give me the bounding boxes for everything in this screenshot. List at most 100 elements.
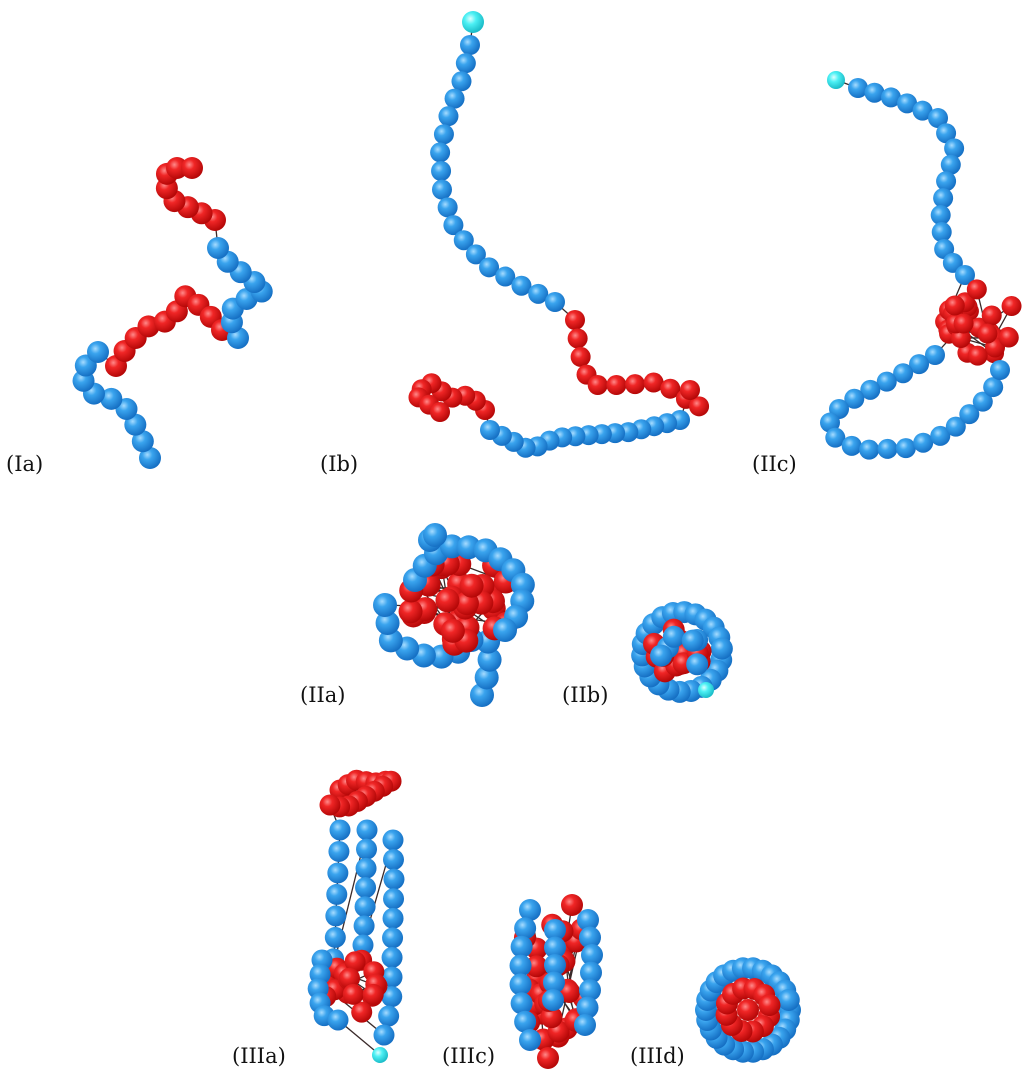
polar-bead	[940, 154, 961, 175]
polar-bead	[510, 992, 533, 1015]
polar-bead	[509, 973, 532, 996]
polar-bead	[514, 1010, 537, 1033]
polar-bead	[544, 936, 566, 959]
polar-bead	[383, 888, 405, 910]
terminal-bead	[698, 682, 714, 698]
polar-bead	[848, 78, 868, 98]
polar-bead	[375, 610, 400, 635]
hydrophobic-bead	[660, 378, 681, 399]
polar-bead	[474, 665, 499, 690]
polar-bead	[510, 935, 533, 958]
polar-bead	[382, 907, 404, 929]
panel-iiia-chain	[307, 769, 405, 1063]
polar-bead	[944, 138, 965, 159]
hydrophobic-bead	[339, 967, 361, 989]
polar-bead	[433, 124, 454, 145]
polar-bead	[139, 447, 161, 469]
hydrophobic-bead	[435, 588, 460, 613]
polar-bead	[576, 996, 599, 1019]
polar-bead	[480, 420, 500, 440]
polar-bead	[327, 1009, 349, 1031]
polar-bead	[325, 905, 347, 927]
hydrophobic-bead	[525, 955, 548, 978]
polar-bead	[465, 244, 486, 265]
polar-bead	[509, 954, 532, 977]
polar-bead	[544, 919, 566, 941]
panel-label-ib: (Ib)	[320, 452, 359, 476]
polar-bead	[820, 412, 840, 433]
polar-bead	[431, 179, 452, 200]
polar-bead	[207, 237, 229, 259]
polar-bead	[942, 252, 963, 273]
polar-bead	[326, 883, 348, 905]
terminal-bead	[462, 11, 484, 33]
hydrophobic-bead	[953, 313, 974, 334]
polar-bead	[87, 341, 109, 363]
polar-bead	[912, 100, 933, 121]
polar-bead	[328, 840, 350, 862]
panel-label-iiid: (IIId)	[630, 1044, 685, 1068]
polar-bead	[329, 819, 351, 841]
terminal-bead	[827, 71, 845, 89]
hydrophobic-bead	[565, 310, 585, 330]
polar-bead	[327, 862, 349, 884]
polar-bead	[356, 838, 378, 860]
panel-iia-chain	[373, 523, 535, 707]
polar-bead	[542, 971, 565, 994]
polar-bead	[859, 439, 880, 460]
polar-bead	[514, 917, 537, 940]
hydrophobic-bead	[362, 983, 384, 1005]
polar-bead	[451, 71, 472, 92]
polar-bead	[383, 868, 405, 890]
polar-bead	[382, 849, 404, 871]
hydrophobic-bead	[1001, 296, 1022, 317]
hydrophobic-bead	[319, 794, 341, 816]
hydrophobic-bead	[430, 402, 450, 422]
polar-bead	[931, 222, 952, 243]
polar-bead	[352, 934, 374, 956]
hydrophobic-bead	[606, 375, 627, 395]
terminal-bead	[372, 1047, 388, 1063]
panel-ia-chain	[72, 157, 273, 469]
polar-bead	[990, 360, 1010, 380]
hydrophobic-bead	[537, 1047, 559, 1069]
polar-bead	[681, 629, 704, 652]
hydrophobic-bead	[944, 295, 965, 316]
panel-label-iiia: (IIIa)	[232, 1044, 286, 1068]
polar-bead	[460, 35, 480, 55]
hydrophobic-bead	[570, 346, 591, 367]
polar-bead	[925, 345, 945, 365]
polar-bead	[945, 416, 966, 437]
hydrophobic-bead	[398, 599, 423, 624]
polar-bead	[438, 106, 459, 127]
polar-bead	[430, 142, 451, 163]
polar-bead	[100, 387, 123, 410]
polar-bead	[578, 979, 601, 1002]
polar-bead	[493, 618, 517, 642]
polar-bead	[577, 909, 599, 931]
polar-bead	[893, 363, 914, 384]
polar-bead	[880, 87, 901, 108]
hydrophobic-bead	[758, 994, 781, 1017]
polar-bead	[528, 283, 549, 304]
hydrophobic-bead	[680, 380, 700, 400]
polar-bead	[477, 647, 502, 672]
polar-bead	[355, 857, 377, 879]
polar-bead	[382, 927, 404, 949]
hydrophobic-bead	[977, 323, 998, 344]
polar-bead	[825, 427, 846, 448]
polar-bead	[710, 637, 733, 660]
hydrophobic-bead	[737, 999, 759, 1021]
polar-bead	[936, 123, 957, 144]
polar-bead	[131, 430, 154, 453]
polar-bead	[353, 915, 375, 937]
polar-bead	[972, 391, 993, 412]
hydrophobic-bead	[181, 157, 203, 179]
hydrophobic-bead	[351, 1001, 373, 1023]
hydrophobic-bead	[440, 618, 465, 643]
hydrophobic-bead	[967, 345, 988, 366]
polar-bead	[933, 188, 954, 209]
panel-iib-chain	[631, 601, 733, 703]
